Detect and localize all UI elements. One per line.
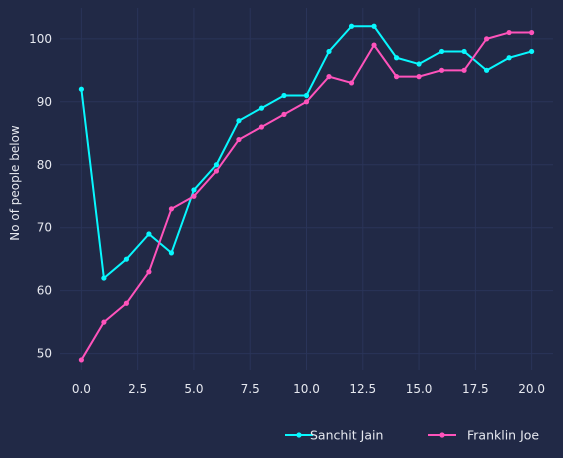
x-tick-label: 17.5 — [462, 382, 489, 396]
legend-item: Sanchit Jain — [285, 428, 383, 443]
data-point — [123, 300, 130, 306]
data-point — [438, 67, 445, 73]
y-tick-label: 80 — [37, 158, 52, 172]
data-point — [348, 23, 355, 29]
x-tick-label: 12.5 — [349, 382, 376, 396]
data-point — [146, 231, 152, 237]
legend-swatch-marker — [296, 432, 302, 438]
legend-item: Franklin Joe — [428, 428, 539, 443]
series-franklin-joe — [78, 29, 535, 363]
data-point — [101, 275, 107, 281]
legend-label: Franklin Joe — [467, 428, 539, 443]
data-point — [123, 256, 130, 262]
legend-swatch-marker — [439, 432, 445, 438]
series-lines — [78, 23, 535, 363]
y-tick-label: 50 — [37, 347, 52, 361]
data-point — [461, 48, 467, 55]
data-point — [258, 124, 265, 130]
x-tick-label: 10.0 — [293, 382, 320, 396]
data-point — [281, 92, 287, 99]
x-tick-label: 0.0 — [72, 382, 91, 396]
y-tick-label: 70 — [37, 221, 52, 235]
y-tick-label: 60 — [37, 284, 52, 298]
x-tick-label: 20.0 — [518, 382, 545, 396]
data-point — [281, 111, 287, 117]
data-point — [529, 48, 535, 55]
data-point — [506, 29, 512, 36]
data-point — [168, 250, 175, 256]
data-point — [213, 168, 220, 174]
y-tick-label: 100 — [29, 32, 52, 46]
data-point — [78, 357, 84, 363]
data-point — [348, 80, 355, 86]
legend-label: Sanchit Jain — [310, 428, 383, 443]
x-tick-label: 7.5 — [241, 382, 260, 396]
data-point — [191, 193, 197, 199]
y-axis-title: No of people below — [8, 125, 22, 241]
data-point — [483, 67, 490, 73]
data-point — [258, 105, 265, 111]
data-point — [168, 206, 175, 212]
data-point — [393, 55, 400, 61]
y-axis-ticks: 50 60 70 80 90 100 — [29, 32, 52, 361]
data-point — [506, 55, 512, 61]
data-point — [393, 74, 400, 80]
data-point — [416, 74, 422, 80]
data-point — [483, 36, 490, 42]
data-point — [371, 42, 377, 48]
data-point — [78, 86, 84, 92]
data-point — [213, 162, 220, 168]
series-sanchit-jain — [78, 23, 535, 281]
data-point — [416, 61, 422, 67]
x-tick-label: 2.5 — [128, 382, 147, 396]
data-point — [326, 48, 332, 55]
data-point — [371, 23, 377, 29]
data-point — [303, 92, 310, 99]
data-point — [191, 187, 197, 193]
x-axis-ticks: 0.0 2.5 5.0 7.5 10.0 12.5 15.0 17.5 20.0 — [72, 382, 545, 396]
x-tick-label: 15.0 — [406, 382, 433, 396]
data-point — [438, 48, 445, 55]
data-point — [236, 136, 242, 143]
data-point — [101, 319, 107, 325]
legend: Sanchit Jain Franklin Joe — [285, 428, 539, 443]
data-point — [529, 29, 535, 36]
x-tick-label: 5.0 — [184, 382, 203, 396]
data-point — [146, 269, 152, 275]
data-point — [303, 99, 310, 105]
data-point — [236, 118, 242, 124]
y-tick-label: 90 — [37, 95, 52, 109]
data-point — [326, 74, 332, 80]
data-point — [461, 67, 467, 73]
